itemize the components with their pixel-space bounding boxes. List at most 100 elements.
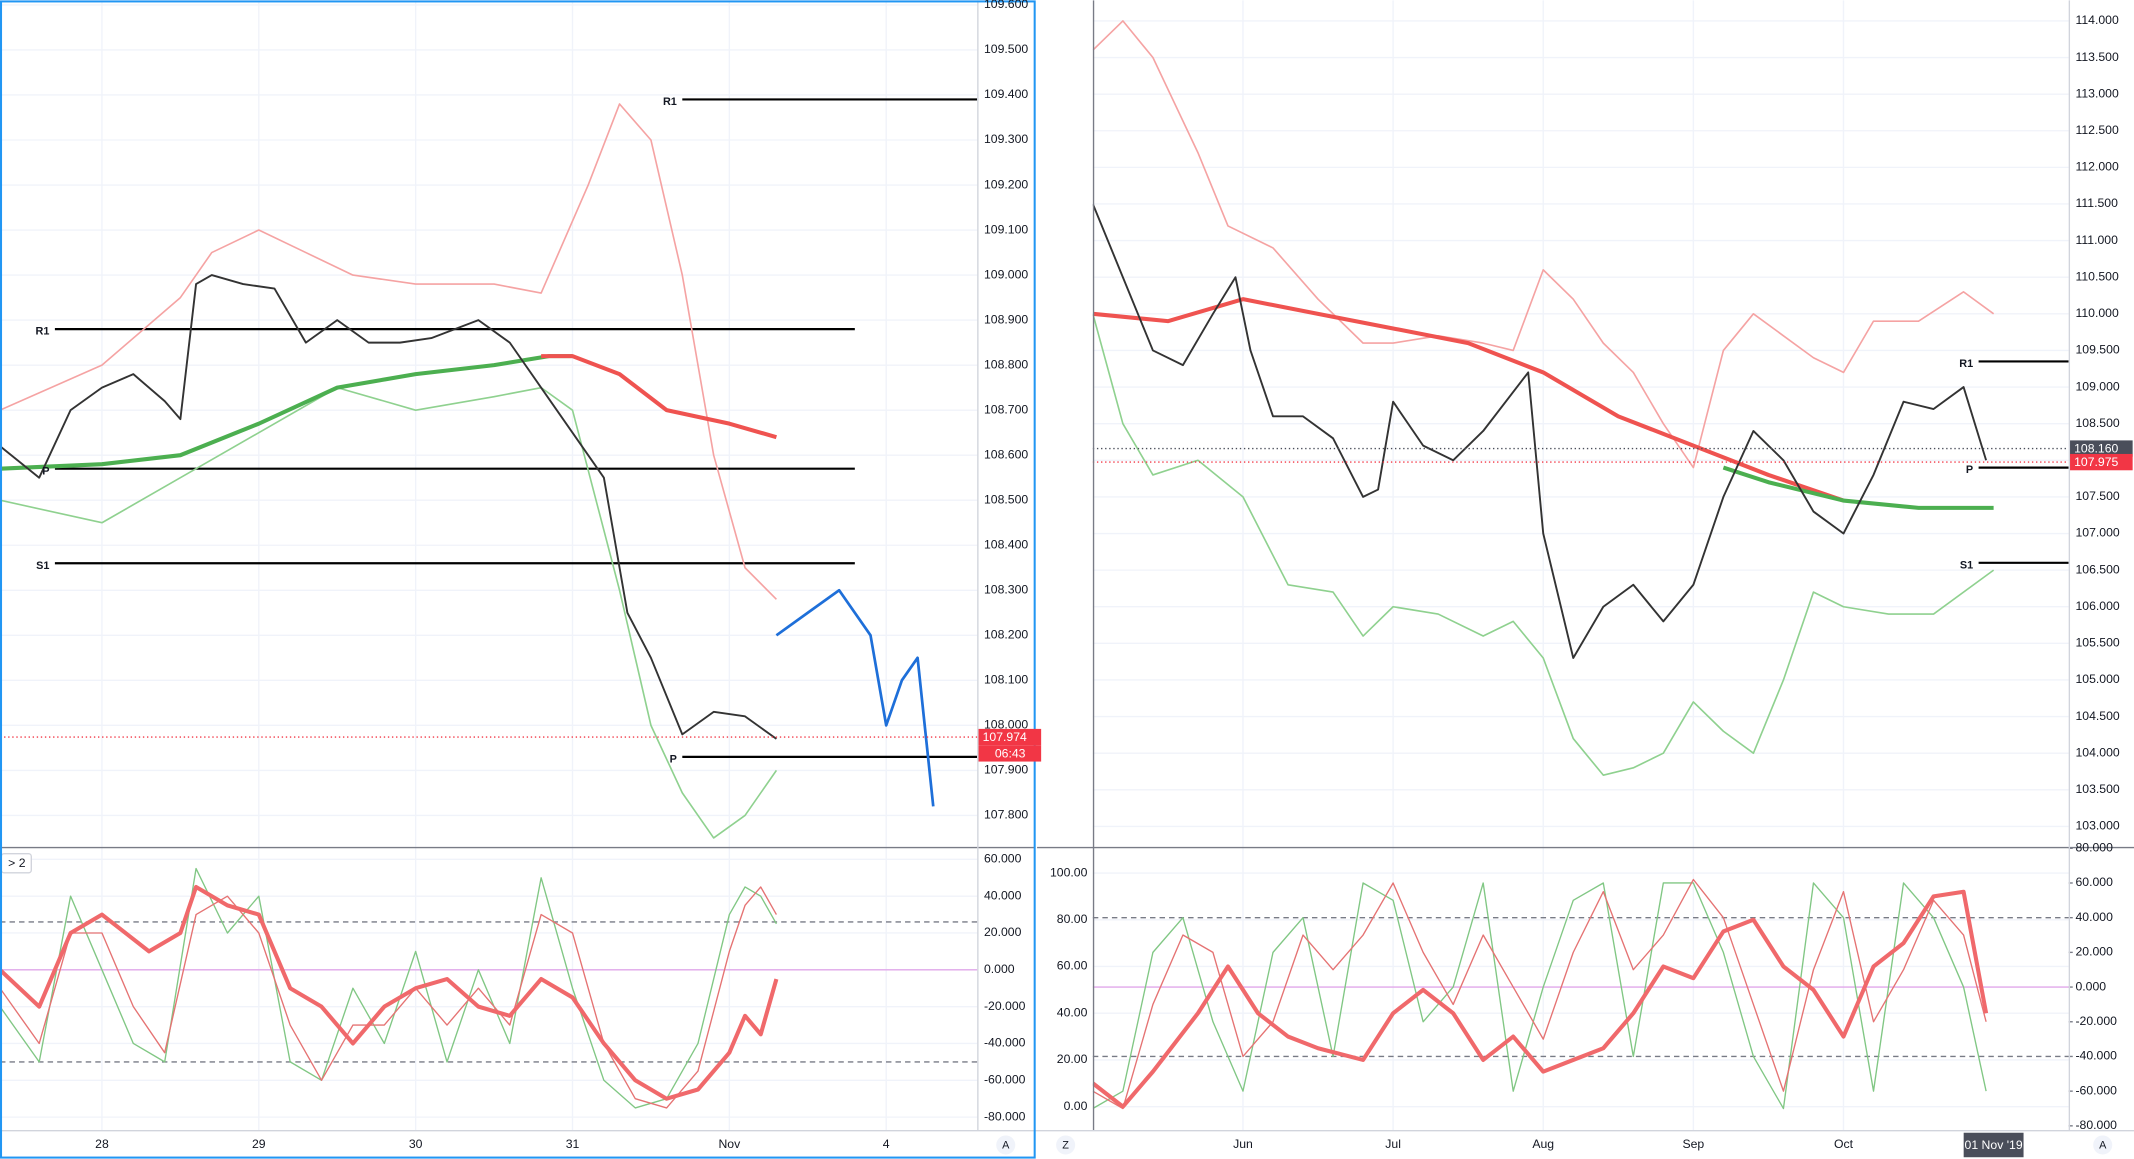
y-tick-label: 112.500 bbox=[2075, 123, 2119, 137]
series-line bbox=[1092, 313, 1995, 776]
y-tick-label: 107.900 bbox=[984, 763, 1028, 777]
y-tick-label: 106.000 bbox=[2075, 599, 2119, 613]
y-tick-label: 108.500 bbox=[984, 492, 1028, 506]
y2-tick-label: 40.000 bbox=[2075, 910, 2113, 924]
pivot-label: P bbox=[670, 753, 677, 765]
y-tick-label: -40.000 bbox=[984, 1036, 1026, 1050]
y-tick-label: 40.00 bbox=[1057, 1005, 1088, 1019]
grid-layer bbox=[0, 0, 2073, 1131]
x-tick-label: Nov bbox=[718, 1137, 741, 1151]
y-tick-label: 107.800 bbox=[984, 808, 1028, 822]
y-tick-label: 0.000 bbox=[984, 962, 1015, 976]
y-tick-label: -20.000 bbox=[984, 999, 1026, 1013]
y-tick-label: 107.000 bbox=[2075, 526, 2119, 540]
y-tick-label: 109.200 bbox=[984, 177, 1028, 191]
y-tick-label: 108.600 bbox=[984, 447, 1028, 461]
auto-scale-button[interactable] bbox=[2093, 1135, 2113, 1155]
y-tick-label: 109.000 bbox=[984, 267, 1028, 281]
y-tick-label: 109.100 bbox=[984, 222, 1028, 236]
y-tick-label: 108.400 bbox=[984, 537, 1028, 551]
pane-label[interactable]: > 2 bbox=[8, 856, 26, 870]
y2-tick-label: 60.000 bbox=[2075, 875, 2113, 889]
y2-tick-label: -60.000 bbox=[2075, 1083, 2117, 1097]
y-tick-label: 109.300 bbox=[984, 132, 1028, 146]
y-tick-label: -80.000 bbox=[984, 1109, 1026, 1123]
x-tick-label: Aug bbox=[1532, 1137, 1554, 1151]
y-tick-label: 109.500 bbox=[984, 42, 1028, 56]
y-tick-label: 105.000 bbox=[2075, 672, 2119, 686]
y2-tick-label: 80.000 bbox=[2075, 841, 2113, 855]
y-tick-label: 80.00 bbox=[1057, 912, 1088, 926]
cursor-label: 01 Nov '19 bbox=[1965, 1138, 2023, 1152]
price-tag bbox=[2070, 453, 2133, 471]
series-line bbox=[775, 588, 935, 807]
y-tick-label: -60.000 bbox=[984, 1073, 1026, 1087]
y-tick-label: 60.00 bbox=[1057, 959, 1088, 973]
y-tick-label: 20.000 bbox=[984, 925, 1022, 939]
x-tick-label: 29 bbox=[252, 1137, 266, 1151]
y-tick-label: 113.500 bbox=[2075, 50, 2119, 64]
y-tick-label: 107.500 bbox=[2075, 489, 2119, 503]
price-tag-label: 108.160 bbox=[2074, 441, 2118, 455]
series-line bbox=[0, 103, 777, 600]
countdown-label: 06:43 bbox=[995, 746, 1026, 760]
pivot-label: S1 bbox=[1960, 559, 1973, 571]
y-tick-label: 104.500 bbox=[2075, 709, 2119, 723]
y-tick-label: 40.000 bbox=[984, 888, 1022, 902]
pivot-label: R1 bbox=[663, 96, 677, 108]
active-chart-frame bbox=[0, 0, 1036, 1159]
zoom-label[interactable]: Z bbox=[1062, 1140, 1069, 1152]
y2-tick-label: -40.000 bbox=[2075, 1049, 2117, 1063]
y-tick-label: 110.000 bbox=[2075, 306, 2119, 320]
zoom-button[interactable] bbox=[1056, 1135, 1076, 1155]
y2-tick-label: -80.000 bbox=[2075, 1118, 2117, 1132]
x-tick-label: 30 bbox=[409, 1137, 423, 1151]
pivot-label: S1 bbox=[36, 560, 49, 572]
y-tick-label: 110.500 bbox=[2075, 269, 2119, 283]
y-tick-label: 103.500 bbox=[2075, 782, 2119, 796]
x-tick-label: Oct bbox=[1834, 1137, 1854, 1151]
y-tick-label: 109.400 bbox=[984, 87, 1028, 101]
series-line bbox=[1092, 203, 1988, 659]
auto-scale-label[interactable]: A bbox=[1002, 1140, 1010, 1152]
y-tick-label: 109.000 bbox=[2075, 379, 2119, 393]
y2-tick-label: -20.000 bbox=[2075, 1014, 2117, 1028]
y-tick-label: 109.500 bbox=[2075, 343, 2119, 357]
y-tick-label: 108.700 bbox=[984, 402, 1028, 416]
y-tick-label: 111.500 bbox=[2075, 196, 2118, 210]
price-tag bbox=[978, 728, 1042, 746]
y-tick-label: 104.000 bbox=[2075, 745, 2119, 759]
series-line bbox=[1092, 20, 1995, 469]
countdown-tag bbox=[978, 745, 1042, 762]
y-tick-label: 108.000 bbox=[984, 718, 1028, 732]
series-line bbox=[0, 274, 777, 740]
auto-scale-button[interactable] bbox=[996, 1135, 1016, 1155]
price-tag-label: 107.975 bbox=[2074, 455, 2118, 469]
series-line bbox=[541, 354, 777, 440]
x-tick-label: Jun bbox=[1233, 1137, 1253, 1151]
y-tick-label: 0.00 bbox=[1064, 1099, 1088, 1113]
auto-scale-label[interactable]: A bbox=[2099, 1140, 2107, 1152]
y-tick-label: 108.300 bbox=[984, 583, 1028, 597]
cursor-label-box bbox=[1963, 1132, 2024, 1158]
x-tick-label: 28 bbox=[95, 1137, 109, 1151]
y-tick-label: 20.00 bbox=[1057, 1052, 1088, 1066]
pivot-label: P bbox=[42, 465, 49, 477]
x-tick-label: Jul bbox=[1385, 1137, 1401, 1151]
pivot-label: P bbox=[1966, 464, 1973, 476]
y2-tick-label: 0.000 bbox=[2075, 979, 2106, 993]
series-line bbox=[1092, 889, 1989, 1109]
pivot-label: R1 bbox=[1959, 358, 1973, 370]
y2-tick-label: 20.000 bbox=[2075, 945, 2113, 959]
series-line bbox=[0, 884, 779, 1101]
y-tick-label: 60.000 bbox=[984, 852, 1022, 866]
price-tag-label: 107.974 bbox=[983, 730, 1027, 744]
pivot-label: R1 bbox=[36, 326, 50, 338]
series-line bbox=[0, 354, 573, 471]
y-tick-label: 108.800 bbox=[984, 357, 1028, 371]
y-tick-label: 108.900 bbox=[984, 312, 1028, 326]
series-line bbox=[0, 867, 777, 1109]
x-tick-label: Sep bbox=[1682, 1137, 1704, 1151]
